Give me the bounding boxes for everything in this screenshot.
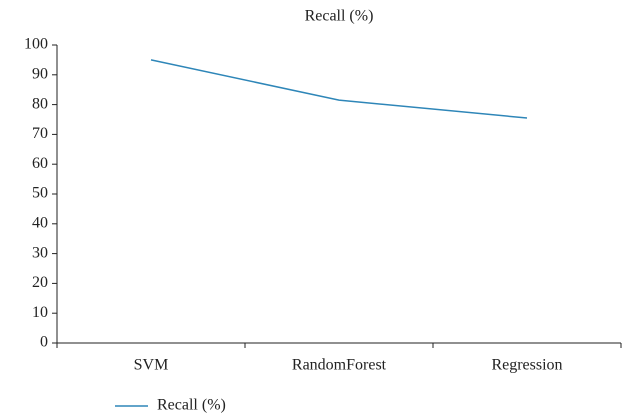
y-tick-label: 20 bbox=[32, 274, 48, 291]
y-tick-label: 50 bbox=[32, 185, 48, 202]
legend-label: Recall (%) bbox=[157, 397, 226, 414]
chart-title: Recall (%) bbox=[305, 8, 374, 25]
x-tick-label: RandomForest bbox=[292, 357, 387, 374]
y-tick-label: 0 bbox=[40, 334, 48, 351]
y-tick-label: 80 bbox=[32, 95, 48, 112]
line-series bbox=[150, 59, 528, 119]
y-tick-label: 60 bbox=[32, 155, 48, 172]
x-tick-label: SVM bbox=[134, 357, 169, 374]
x-tick-label: Regression bbox=[491, 357, 562, 374]
y-tick-label: 100 bbox=[24, 36, 48, 53]
y-tick-label: 70 bbox=[32, 125, 48, 142]
y-tick-label: 10 bbox=[32, 304, 48, 321]
y-tick-label: 40 bbox=[32, 214, 48, 231]
y-tick-label: 30 bbox=[32, 244, 48, 261]
y-tick-label: 90 bbox=[32, 65, 48, 82]
